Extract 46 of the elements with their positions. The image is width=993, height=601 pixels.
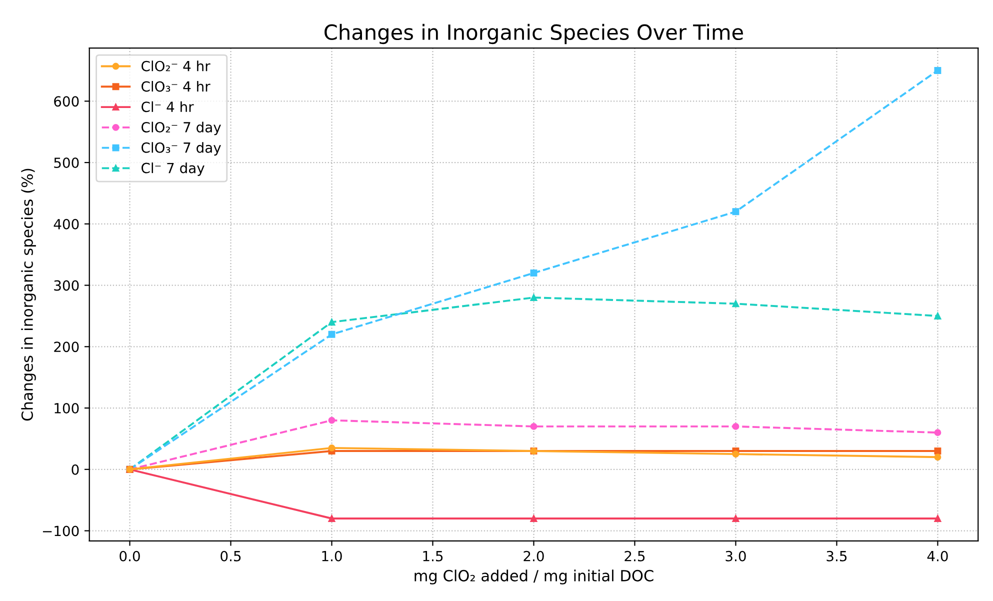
point — [530, 422, 538, 430]
x-tick-label: 1.5 — [423, 551, 443, 562]
x-tick-label: 0.5 — [220, 550, 241, 562]
x-tick-label: 4.0 — [927, 550, 948, 562]
point — [732, 450, 740, 458]
x-tick-label: 1.0 — [322, 550, 342, 562]
y-axis-title: Changes in inorganic species (%) — [21, 168, 36, 421]
point — [530, 270, 538, 276]
y-tick-label: −100 — [42, 526, 79, 536]
x-tick-label: 0.0 — [120, 550, 140, 562]
point — [328, 330, 336, 338]
chart-title: Changes in Inorganic Species Over Time — [324, 24, 743, 44]
y-tick-label: 600 — [54, 96, 79, 107]
legend-label: ClO₃⁻ 4 hr — [142, 80, 210, 92]
point — [934, 454, 942, 461]
point — [934, 67, 942, 74]
y-tick-label: 500 — [54, 158, 79, 168]
point — [530, 294, 538, 302]
point — [328, 515, 336, 522]
x-tick-label: 3.0 — [726, 550, 746, 562]
point — [934, 515, 942, 522]
y-tick-label: 200 — [54, 342, 79, 352]
legend-label: ClO₃⁻ 7 day — [142, 142, 221, 156]
point — [328, 318, 336, 326]
point — [328, 444, 336, 452]
point — [934, 448, 942, 454]
point — [732, 515, 740, 522]
x-tick-label: 2.5 — [624, 550, 645, 562]
point — [934, 312, 942, 320]
y-tick-label: 400 — [54, 218, 79, 230]
point — [732, 422, 740, 430]
y-tick-label: 0 — [72, 464, 79, 475]
point — [530, 515, 538, 522]
y-tick-label: 100 — [54, 402, 79, 414]
x-axis-title: mg ClO₂ added / mg initial DOC — [414, 570, 654, 584]
y-tick-label: 300 — [54, 280, 79, 291]
point — [328, 416, 336, 424]
legend-label: Cl⁻ 4 hr — [142, 101, 194, 112]
legend-label: ClO₂⁻ 4 hr — [142, 60, 210, 72]
point — [934, 429, 942, 436]
legend-label: ClO₂⁻ 7 day — [142, 122, 221, 136]
x-tick-label: 3.5 — [826, 550, 847, 562]
legend-label: Cl⁻ 7 day — [142, 162, 204, 176]
point — [732, 300, 740, 308]
x-tick-label: 2.0 — [524, 550, 544, 562]
point — [732, 208, 740, 216]
